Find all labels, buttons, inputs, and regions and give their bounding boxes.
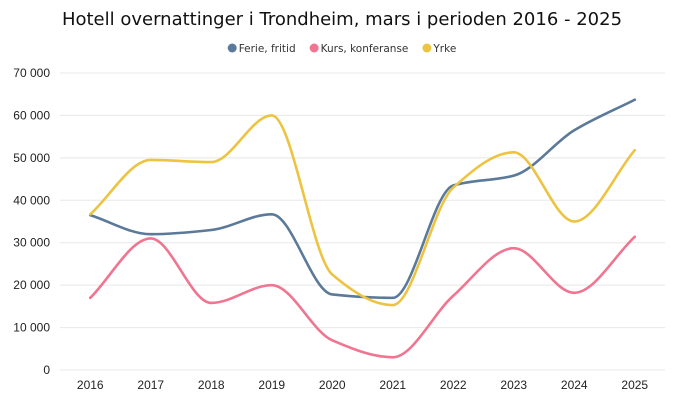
data-point [391, 303, 394, 307]
data-point [573, 129, 576, 132]
y-tick-label: 60 000 [13, 108, 50, 122]
y-tick-label: 0 [43, 363, 50, 377]
legend: Ferie, fritid Kurs, konferanse Yrke [227, 43, 456, 55]
legend-label: Ferie, fritid [239, 43, 296, 55]
data-point [89, 296, 92, 300]
data-point [331, 273, 334, 276]
y-tick-label: 10 000 [13, 321, 50, 335]
legend-label: Kurs, konferanse [321, 43, 409, 55]
series-yrke [88, 114, 637, 307]
series-kurs-konferanse [88, 235, 637, 359]
data-point [573, 291, 576, 294]
x-tick-label: 2018 [198, 378, 225, 392]
data-point [270, 213, 273, 216]
data-point [149, 237, 152, 240]
legend-marker [422, 43, 432, 53]
x-tick-label: 2022 [440, 378, 467, 392]
data-point [149, 233, 152, 236]
chart-title: Hotell overnattinger i Trondheim, mars i… [62, 9, 622, 30]
data-point [452, 294, 455, 297]
legend-item-kurs-konferanse: Kurs, konferanse [309, 43, 409, 55]
data-point [391, 296, 394, 300]
series-line-kurs-konferanse [88, 235, 637, 359]
y-tick-label: 40 000 [13, 193, 50, 207]
data-point [210, 160, 213, 164]
data-point [89, 213, 92, 216]
x-tick-label: 2020 [319, 378, 346, 392]
data-point [633, 149, 636, 152]
series-line-ferie-fritid [88, 98, 637, 300]
data-point [452, 186, 455, 189]
y-axis: 0 10 000 20 000 30 000 40 000 50 000 60 000 70 … [13, 66, 50, 377]
data-point [512, 247, 515, 250]
legend-label: Yrke [432, 43, 456, 55]
data-point [331, 339, 334, 342]
x-axis: 2016 2017 2018 2019 2020 2021 2022 2023 2024 2025 [77, 378, 649, 392]
data-point [270, 114, 273, 117]
data-point [633, 235, 636, 238]
x-tick-label: 2025 [621, 378, 648, 392]
y-tick-label: 50 000 [13, 151, 50, 165]
series-ferie-fritid [88, 98, 637, 300]
y-tick-label: 70 000 [13, 66, 50, 80]
data-point [512, 174, 515, 177]
data-point [331, 293, 334, 296]
x-tick-label: 2019 [258, 378, 285, 392]
data-point [149, 158, 152, 162]
data-point [210, 301, 213, 305]
legend-marker [227, 43, 237, 53]
x-tick-label: 2021 [379, 378, 406, 392]
x-tick-label: 2016 [77, 378, 104, 392]
y-tick-label: 20 000 [13, 278, 50, 292]
data-point [391, 356, 394, 359]
x-tick-label: 2017 [137, 378, 164, 392]
y-tick-label: 30 000 [13, 236, 50, 250]
data-point [270, 283, 273, 287]
data-point [633, 98, 636, 101]
x-tick-label: 2024 [561, 378, 588, 392]
legend-item-ferie-fritid: Ferie, fritid [227, 43, 296, 55]
data-point [573, 220, 576, 223]
series-line-yrke [88, 114, 637, 307]
legend-marker [309, 43, 319, 53]
x-tick-label: 2023 [500, 378, 527, 392]
series-group [88, 98, 637, 359]
data-point [512, 151, 515, 154]
data-point [210, 228, 213, 232]
legend-item-yrke: Yrke [422, 43, 456, 55]
